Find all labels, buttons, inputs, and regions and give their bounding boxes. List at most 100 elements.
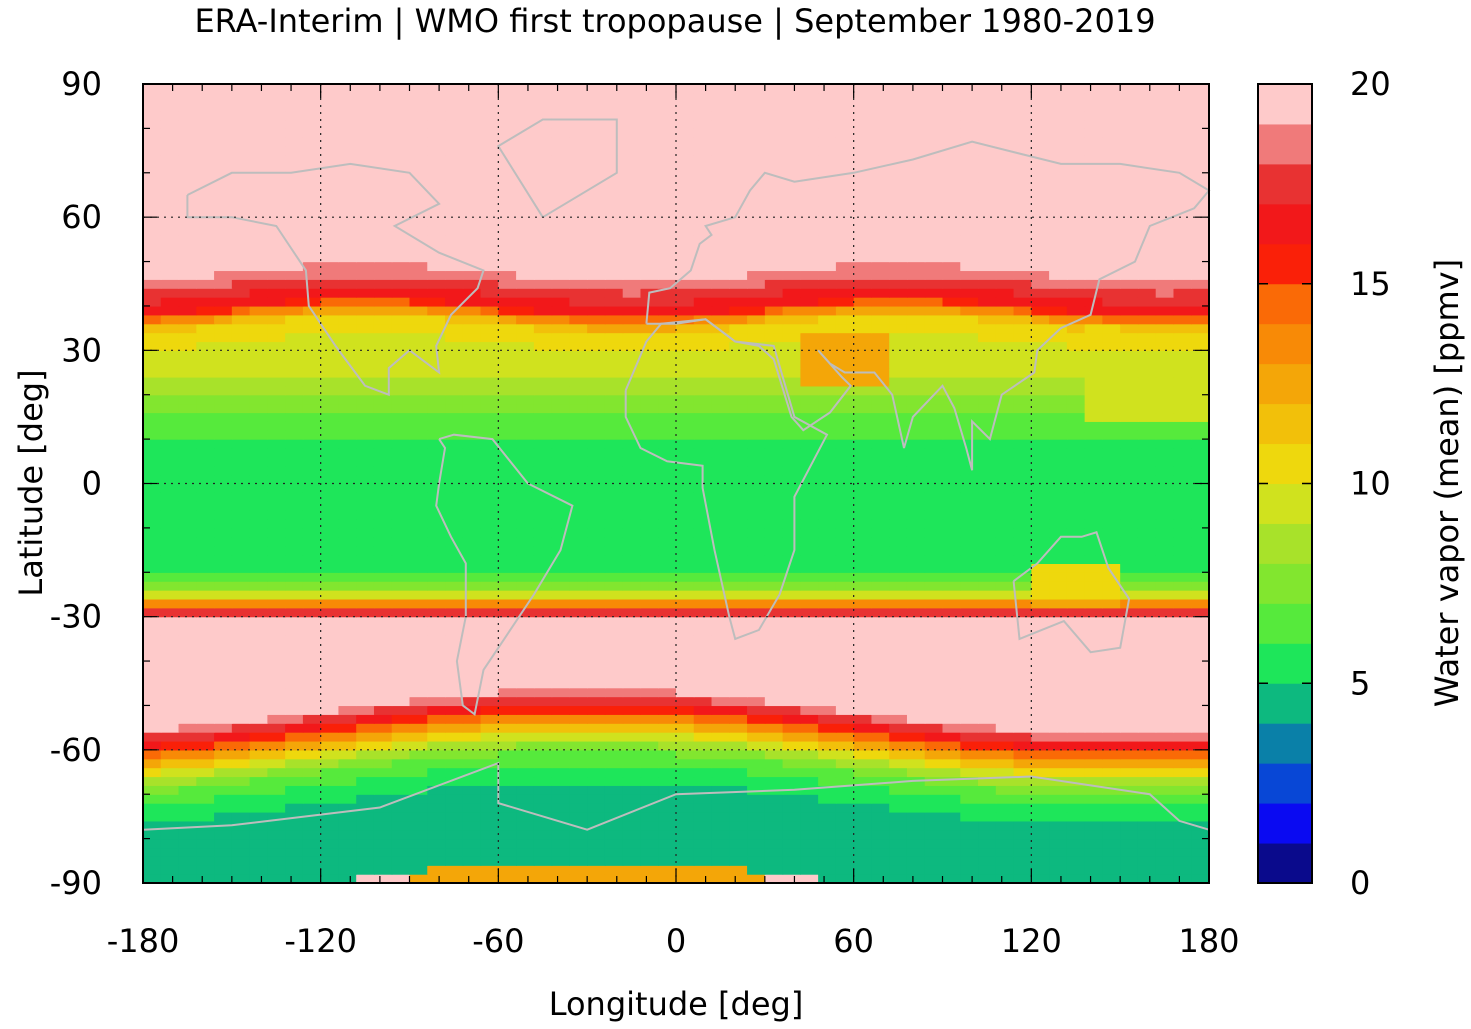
heatmap-cell	[1066, 288, 1086, 298]
heatmap-cell	[853, 803, 873, 813]
heatmap-cell	[267, 776, 286, 786]
heatmap-cell	[906, 403, 926, 414]
heatmap-cell	[551, 368, 570, 378]
heatmap-cell	[231, 607, 251, 618]
heatmap-cell	[160, 172, 180, 183]
heatmap-cell	[604, 554, 624, 564]
heatmap-cell	[1191, 865, 1210, 875]
heatmap-cell	[906, 572, 926, 582]
heatmap-cell	[302, 474, 322, 485]
heatmap-cell	[1102, 803, 1121, 813]
heatmap-cell	[427, 527, 446, 538]
heatmap-cell	[800, 279, 819, 289]
heatmap-cell	[1031, 838, 1050, 849]
heatmap-cell	[533, 590, 553, 600]
heatmap-cell	[196, 794, 215, 804]
heatmap-cell	[356, 856, 375, 866]
heatmap-cell	[587, 678, 606, 689]
heatmap-cell	[871, 527, 890, 538]
heatmap-cell	[267, 456, 286, 467]
heatmap-cell	[356, 776, 375, 786]
heatmap-cell	[1173, 501, 1192, 511]
heatmap-cell	[711, 447, 730, 458]
heatmap-cell	[1102, 368, 1121, 378]
heatmap-cell	[320, 456, 340, 467]
heatmap-cell	[409, 661, 428, 671]
heatmap-cell	[498, 492, 517, 502]
heatmap-cell	[587, 305, 606, 316]
heatmap-cell	[942, 669, 961, 680]
heatmap-cell	[498, 394, 517, 405]
heatmap-cell	[143, 332, 162, 343]
heatmap-cell	[338, 146, 357, 156]
heatmap-cell	[1031, 421, 1050, 431]
heatmap-cell	[1066, 341, 1086, 351]
heatmap-cell	[906, 314, 926, 325]
heatmap-cell	[480, 208, 499, 218]
heatmap-cell	[1013, 785, 1032, 795]
heatmap-cell	[800, 527, 819, 538]
heatmap-cell	[906, 723, 926, 733]
heatmap-cell	[1155, 217, 1175, 227]
heatmap-cell	[338, 288, 357, 298]
heatmap-cell	[711, 172, 730, 183]
heatmap-cell	[249, 359, 268, 369]
heatmap-cell	[587, 421, 606, 431]
heatmap-cell	[160, 572, 180, 582]
heatmap-cell	[302, 545, 322, 556]
heatmap-cell	[1155, 403, 1175, 414]
heatmap-cell	[960, 430, 979, 440]
heatmap-cell	[569, 856, 588, 866]
heatmap-cell	[729, 687, 748, 698]
heatmap-cell	[196, 758, 215, 769]
heatmap-cell	[693, 767, 713, 778]
heatmap-cell	[160, 492, 180, 502]
heatmap-cell	[196, 634, 215, 644]
heatmap-cell	[924, 474, 944, 485]
heatmap-cell	[764, 501, 784, 511]
heatmap-cell	[1013, 270, 1032, 280]
heatmap-cell	[1102, 421, 1121, 431]
heatmap-cell	[480, 146, 499, 156]
heatmap-cell	[196, 483, 215, 493]
heatmap-cell	[1191, 252, 1210, 263]
heatmap-cell	[978, 234, 997, 245]
heatmap-cell	[285, 439, 304, 449]
heatmap-cell	[214, 146, 233, 156]
heatmap-cell	[604, 723, 624, 733]
heatmap-cell	[391, 510, 411, 520]
heatmap-cell	[391, 359, 411, 369]
heatmap-cell	[1084, 669, 1103, 680]
heatmap-cell	[800, 687, 819, 698]
heatmap-cell	[1137, 288, 1157, 298]
heatmap-cell	[160, 217, 180, 227]
heatmap-cell	[356, 652, 375, 662]
heatmap-cell	[711, 661, 730, 671]
heatmap-cell	[178, 172, 197, 183]
heatmap-cell	[924, 705, 944, 715]
heatmap-cell	[1084, 243, 1103, 254]
heatmap-cell	[373, 545, 393, 556]
heatmap-cell	[693, 456, 713, 467]
heatmap-cell	[835, 678, 855, 689]
heatmap-cell	[462, 776, 482, 786]
heatmap-cell	[889, 270, 908, 280]
heatmap-cell	[711, 590, 730, 600]
heatmap-cell	[569, 581, 588, 591]
heatmap-cell	[622, 785, 642, 795]
heatmap-cell	[480, 669, 499, 680]
heatmap-cell	[1084, 332, 1103, 343]
heatmap-cell	[818, 669, 837, 680]
heatmap-cell	[356, 270, 375, 280]
heatmap-cell	[143, 714, 162, 724]
heatmap-cell	[445, 545, 464, 556]
heatmap-cell	[356, 243, 375, 254]
heatmap-cell	[409, 447, 428, 458]
heatmap-cell	[214, 163, 233, 174]
heatmap-cell	[267, 305, 286, 316]
heatmap-cell	[782, 305, 801, 316]
heatmap-cell	[1120, 625, 1139, 636]
heatmap-cell	[533, 856, 553, 866]
heatmap-cell	[409, 163, 428, 174]
heatmap-cell	[196, 279, 215, 289]
